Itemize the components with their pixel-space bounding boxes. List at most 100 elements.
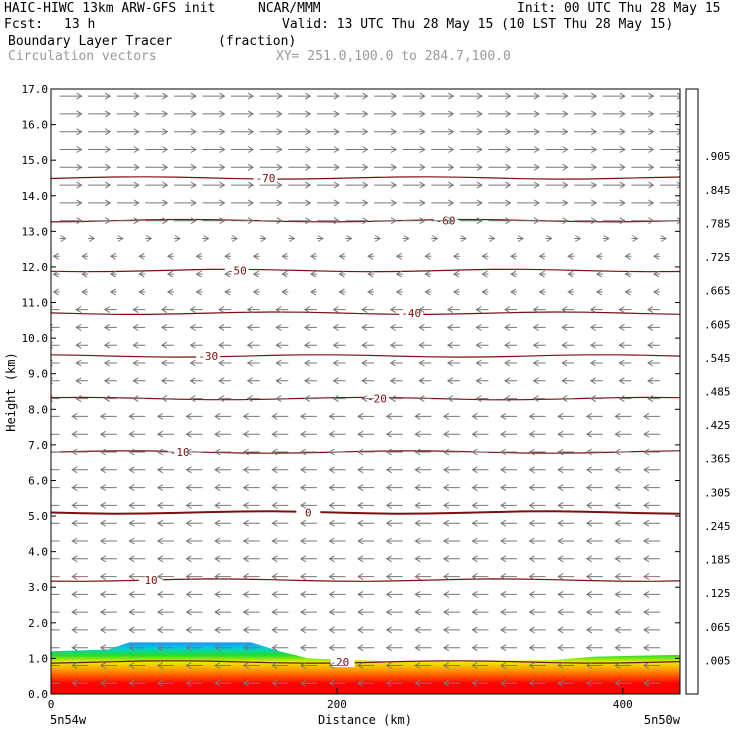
circulation-vector [218,359,232,367]
circulation-vector [602,163,626,171]
circulation-vector [385,448,403,456]
circulation-vector [557,448,575,456]
circulation-vector [589,323,603,331]
circulation-vector [189,323,203,331]
y-tick-label: 11.0 [22,297,49,310]
circulation-vector [202,163,226,171]
circulation-vector [231,110,255,118]
y-tick-label: 15.0 [22,154,49,167]
circulation-vector [214,573,232,581]
circulation-vector [132,395,146,403]
circulation-vector [643,573,660,581]
circulation-vector [316,92,340,100]
circulation-vector [156,519,174,527]
circulation-vector [99,501,117,509]
circulation-vector [145,181,169,189]
circulation-vector [643,412,660,420]
circulation-vector [475,323,489,331]
circulation-vector [442,448,460,456]
circulation-vector [59,110,83,118]
circulation-vector [328,644,346,652]
circulation-vector [442,626,460,634]
circulation-vector [281,288,289,296]
circulation-vector [299,573,317,581]
circulation-vector [500,466,517,474]
circulation-vector [614,662,632,669]
circulation-vector [389,377,403,385]
circulation-vector [557,608,575,616]
circulation-vector [488,92,512,100]
circulation-vector [71,573,89,581]
circulation-vector [138,270,146,278]
circulation-vector [299,448,317,456]
circulation-vector [471,590,489,598]
circulation-vector [643,626,660,634]
circulation-vector [51,341,60,349]
circulation-vector [574,146,598,153]
circulation-vector [51,359,60,367]
circulation-vector [75,306,89,314]
circulation-vector [259,217,283,225]
circulation-vector [647,341,660,349]
circulation-vector [459,110,483,118]
circulation-vector [589,377,603,385]
circulation-vector [173,235,181,242]
circulation-vector [585,555,603,563]
circulation-vector [189,341,203,349]
contour-label: -20 [367,393,387,406]
circulation-vector [299,626,317,634]
circulation-vector [288,128,312,136]
circulation-vector [500,430,517,438]
circulation-vector [116,163,140,171]
circulation-vector [242,590,260,598]
circulation-vector [202,128,226,136]
circulation-vector [99,590,117,598]
circulation-vector [128,501,146,509]
circulation-vector [614,626,632,634]
circulation-vector [99,466,117,474]
circulation-vector [561,323,575,331]
circulation-vector [660,92,680,100]
circulation-vector [459,146,483,153]
contour-label-background [433,213,458,226]
circulation-vector [431,217,455,225]
circulation-vector [71,501,89,509]
circulation-vector [414,644,432,652]
circulation-vector [75,377,89,385]
circulation-vector [357,626,375,634]
circulation-vector [156,608,174,616]
circulation-vector [185,679,203,687]
circulation-vector [557,626,575,634]
circulation-vector [281,252,289,260]
circulation-vector [488,181,512,189]
circulation-vector [361,323,375,331]
circulation-vector [414,519,432,527]
circulation-vector [128,590,146,598]
circulation-vector [288,146,312,153]
circulation-vector [631,92,655,100]
circulation-vector [71,626,89,634]
circulation-vector [156,484,174,492]
circulation-vector [88,128,112,136]
circulation-vector [395,270,403,278]
circulation-vector [328,412,346,420]
circulation-vector [414,448,432,456]
circulation-vector [185,466,203,474]
circulation-vector [252,252,260,260]
circulation-vector [471,537,489,545]
circulation-vector [402,128,426,136]
circulation-vector [338,270,346,278]
circulation-vector [574,163,598,171]
circulation-vector [242,430,260,438]
circulation-vector [214,662,232,669]
circulation-vector [402,199,426,207]
circulation-vector [414,590,432,598]
circulation-vector [504,395,517,403]
circulation-vector [567,270,575,278]
circulation-vector [374,92,398,100]
circulation-vector [500,573,517,581]
circulation-vector [51,395,60,403]
circulation-vector [214,608,232,616]
circulation-vector [173,92,197,100]
